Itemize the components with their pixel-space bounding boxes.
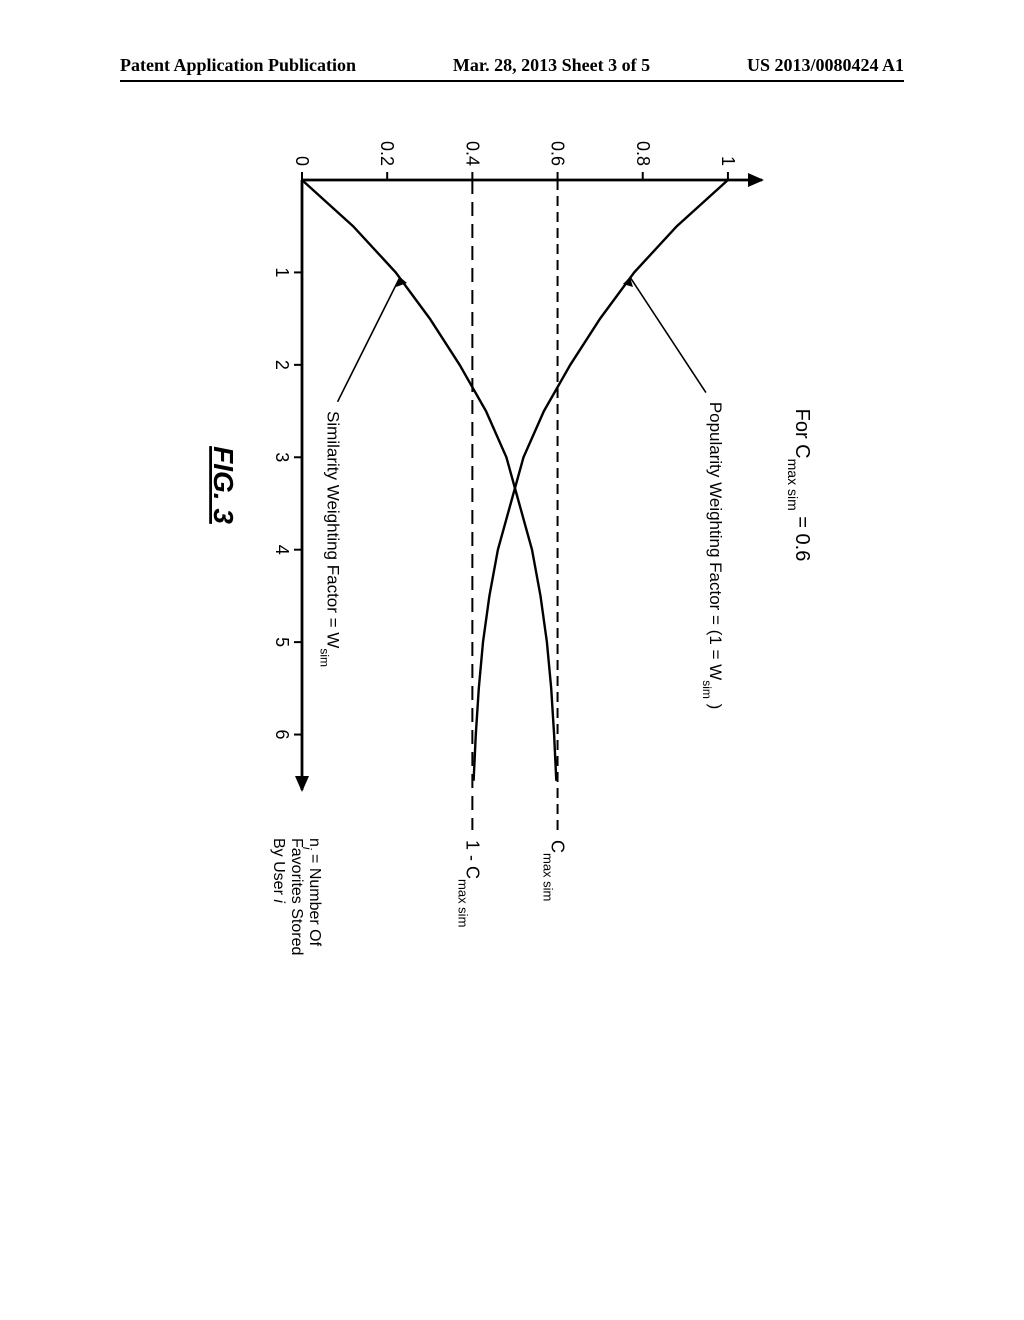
- header-center: Mar. 28, 2013 Sheet 3 of 5: [453, 55, 650, 76]
- header-left: Patent Application Publication: [120, 55, 356, 76]
- figure-3-container: 0 0.2 0.4 0.6 0.8 1 1 2 3 4 5 6 Cmax sim 1 - Cmax sim…: [192, 90, 832, 990]
- svg-text:0.8: 0.8: [633, 141, 653, 166]
- svg-text:0.6: 0.6: [548, 141, 568, 166]
- svg-text:ni = Number OfFavorites Stored: ni = Number OfFavorites StoredBy User i: [270, 838, 323, 955]
- svg-text:5: 5: [272, 637, 292, 647]
- svg-text:3: 3: [272, 452, 292, 462]
- svg-text:1 - Cmax sim: 1 - Cmax sim: [456, 840, 483, 927]
- svg-text:Similarity Weighting Factor =: Similarity Weighting Factor = Wsim: [318, 411, 343, 667]
- page-header: Patent Application Publication Mar. 28, …: [0, 55, 1024, 76]
- svg-text:1: 1: [718, 156, 738, 166]
- figure-3-chart: 0 0.2 0.4 0.6 0.8 1 1 2 3 4 5 6 Cmax sim 1 - Cmax sim…: [192, 90, 832, 990]
- svg-text:4: 4: [272, 545, 292, 555]
- svg-text:For Cmax sim = 0.6: For Cmax sim = 0.6: [785, 409, 813, 562]
- header-rule: [120, 80, 904, 82]
- svg-text:2: 2: [272, 360, 292, 370]
- svg-text:1: 1: [272, 267, 292, 277]
- header-right: US 2013/0080424 A1: [747, 55, 904, 76]
- svg-text:Popularity Weighting Factor =: Popularity Weighting Factor = (1 = Wsim …: [700, 402, 725, 709]
- svg-text:Cmax sim: Cmax sim: [541, 840, 568, 901]
- svg-text:0: 0: [292, 156, 312, 166]
- svg-text:0.2: 0.2: [377, 141, 397, 166]
- svg-text:6: 6: [272, 730, 292, 740]
- svg-text:0.4: 0.4: [462, 141, 482, 166]
- svg-text:FIG. 3: FIG. 3: [208, 446, 239, 524]
